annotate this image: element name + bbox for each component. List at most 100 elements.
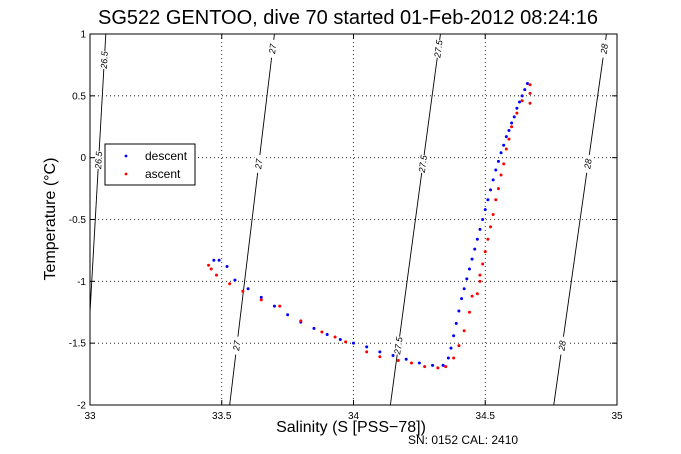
point-descent — [507, 128, 511, 132]
y-tick-label: -0.5 — [69, 215, 87, 226]
point-descent — [259, 295, 263, 299]
isopycnal-label: 27.5 — [432, 39, 445, 60]
legend-marker-ascent — [124, 172, 128, 176]
legend-label-ascent: ascent — [145, 167, 181, 181]
point-descent — [246, 287, 250, 291]
y-axis-label: Temperature (°C) — [42, 158, 59, 281]
isopycnal-label-bg — [93, 150, 105, 170]
point-ascent — [494, 198, 498, 202]
point-descent — [457, 309, 461, 313]
point-ascent — [496, 187, 500, 191]
isopycnal-label-bg — [555, 336, 569, 356]
isopycnal-label-bg — [98, 50, 110, 70]
chart-title: SG522 GENTOO, dive 70 started 01-Feb-201… — [98, 7, 598, 29]
isopycnal-label: 26.5 — [93, 150, 104, 170]
point-descent — [481, 218, 485, 221]
isopycnal-label-bg — [581, 154, 595, 174]
point-ascent — [436, 366, 440, 370]
isopycnal-label: 28 — [556, 340, 567, 352]
point-descent — [525, 81, 529, 85]
point-ascent — [462, 329, 466, 333]
isopycnal-label: 27.5 — [417, 154, 430, 175]
y-tick-label: 0 — [80, 153, 86, 164]
legend-box — [104, 143, 196, 186]
legend-label-descent: descent — [145, 149, 188, 163]
point-descent — [286, 313, 290, 317]
point-ascent — [528, 101, 532, 105]
y-axis-ticks: -2 -1.5 -1 -0.5 0 0.5 1 — [69, 30, 617, 412]
point-descent — [486, 198, 490, 202]
isopycnal-label: 27 — [231, 339, 242, 352]
point-descent — [512, 115, 516, 119]
point-ascent — [423, 365, 427, 369]
y-tick-label: -1.5 — [69, 339, 87, 350]
x-axis-label: Salinity (S [PSS−78]) — [276, 419, 426, 436]
point-ascent — [299, 319, 303, 323]
legend: descent ascent — [104, 143, 196, 186]
isopycnal-label-bg — [230, 336, 243, 356]
point-descent — [518, 100, 522, 104]
point-ascent — [510, 125, 514, 129]
point-ascent — [491, 213, 495, 217]
point-descent — [473, 247, 477, 251]
point-descent — [460, 297, 464, 301]
point-descent — [491, 178, 495, 182]
x-tick-label: 33 — [84, 411, 96, 422]
isopycnal-label: 27.5 — [392, 335, 405, 356]
point-descent — [225, 264, 229, 268]
isopycnal-label: 27 — [253, 157, 264, 170]
point-ascent — [457, 344, 461, 348]
point-ascent — [483, 250, 487, 254]
point-descent — [496, 159, 500, 163]
x-tick-label: 33.5 — [212, 411, 232, 422]
point-ascent — [214, 273, 218, 277]
point-ascent — [444, 365, 448, 369]
point-descent — [452, 334, 456, 338]
isopycnal-label-bg — [416, 154, 430, 174]
point-descent — [504, 135, 508, 139]
point-ascent — [320, 330, 324, 334]
point-ascent — [478, 279, 482, 283]
point-ascent — [475, 292, 479, 296]
point-ascent — [467, 310, 471, 314]
point-descent — [378, 350, 382, 354]
data-points — [207, 81, 532, 370]
grid-lines — [90, 34, 617, 405]
point-descent — [325, 333, 329, 337]
isopycnal-label: 28 — [582, 158, 593, 170]
point-ascent — [333, 335, 337, 339]
point-descent — [441, 363, 445, 367]
point-descent — [417, 361, 421, 365]
point-descent — [352, 341, 355, 345]
point-descent — [212, 258, 216, 262]
point-descent — [338, 337, 342, 341]
point-ascent — [502, 162, 506, 166]
isopycnal-label: 28 — [599, 43, 610, 55]
y-tick-label: -1 — [77, 277, 86, 288]
x-tick-label: 34 — [348, 411, 360, 422]
point-descent — [449, 346, 453, 350]
plot-frame — [89, 33, 618, 406]
point-ascent — [396, 358, 400, 362]
point-descent — [510, 121, 514, 125]
point-ascent — [365, 350, 369, 354]
point-ascent — [486, 237, 490, 241]
point-descent — [483, 208, 487, 212]
point-ascent — [528, 91, 532, 95]
point-descent — [446, 356, 450, 360]
point-ascent — [228, 282, 232, 286]
point-ascent — [207, 263, 211, 267]
point-ascent — [259, 298, 263, 302]
point-ascent — [344, 340, 348, 344]
point-descent — [470, 257, 474, 261]
point-descent — [217, 258, 221, 262]
isopycnal-label-bg — [432, 39, 445, 59]
point-ascent — [507, 137, 511, 141]
point-descent — [499, 151, 503, 155]
legend-marker-descent — [124, 154, 128, 158]
point-ascent — [478, 273, 482, 277]
point-ascent — [278, 304, 282, 308]
isopycnal-label-bg — [598, 39, 611, 59]
point-descent — [272, 304, 276, 308]
